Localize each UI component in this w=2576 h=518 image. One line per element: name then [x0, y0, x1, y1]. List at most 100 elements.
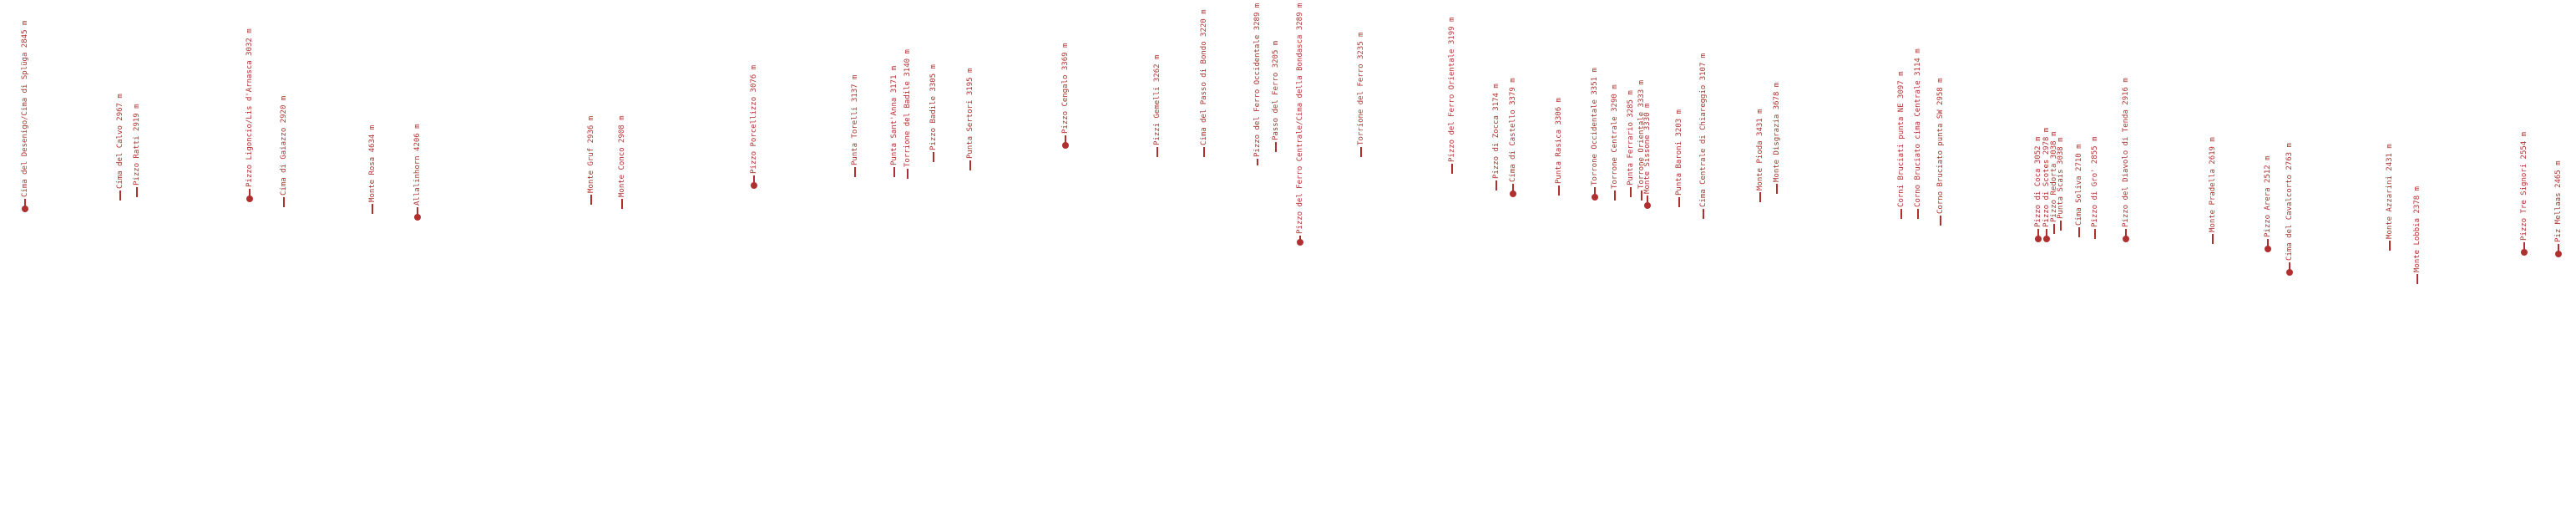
peak-label: Cima Centrale di Chiareggio 3107 m [1699, 53, 1708, 207]
peak-dot [2555, 251, 2562, 257]
peak-leader-line [969, 160, 971, 170]
peak-dot [1297, 239, 1303, 246]
peak-dot [1510, 190, 1516, 197]
peak-leader-line [2558, 244, 2559, 254]
peak-leader-line [893, 167, 895, 177]
peak-label: Cima del Calvo 2967 m [116, 94, 124, 189]
peak-label: Pizzi Gemelli 3262 m [1153, 54, 1161, 145]
peak-leader-line [1512, 184, 1514, 194]
peak-label: Punta Ferrario 3285 m [1627, 90, 1635, 185]
peak-dot [246, 196, 253, 202]
peak-leader-line [753, 175, 755, 185]
peak-leader-line [1614, 190, 1616, 201]
peak-leader-line [1940, 216, 1941, 226]
peak-leader-line [1641, 190, 1642, 201]
peak-leader-line [2078, 227, 2080, 237]
peak-label: Punta Sant'Anna 3171 m [890, 65, 898, 165]
peak-label: Monte Sissone 3330 m [1643, 103, 1652, 194]
peak-dot [2123, 236, 2129, 242]
peak-leader-line [2053, 224, 2055, 234]
peak-label: Corno Bruciato punta SW 2958 m [1936, 78, 1945, 214]
peak-dot [2035, 236, 2042, 242]
peak-label: Monte Gruf 2936 m [587, 115, 595, 193]
peak-label: Cima del Passo di Bondo 3220 m [1200, 9, 1208, 145]
peak-label: Monte Pradella 2619 m [2209, 137, 2217, 232]
peak-label: Cima del Cavalcorto 2763 m [2285, 143, 2294, 261]
peak-label: Punta Rasica 3306 m [1555, 98, 1563, 184]
peak-leader-line [2523, 242, 2525, 252]
peak-leader-line [24, 199, 26, 209]
peak-label: Cima di Gaiazzo 2920 m [280, 95, 288, 196]
peak-label: Torrione del Badile 3140 m [903, 49, 912, 167]
peak-dot [751, 182, 757, 189]
peak-leader-line [2046, 229, 2047, 239]
peak-leader-line [621, 199, 623, 209]
peak-leader-line [2212, 234, 2214, 244]
peak-label: Monte Lobbia 2378 m [2413, 186, 2422, 272]
peak-label: Punta Sertori 3195 m [966, 68, 974, 159]
peak-label: Punta Scais 3038 m [2057, 137, 2065, 219]
peak-label: Pizzo di Zocca 3174 m [1492, 84, 1501, 179]
peak-label: Pizzo del Diavolo di Tenda 2916 m [2122, 78, 2130, 227]
peak-leader-line [1703, 209, 1704, 219]
peak-label: Monte Azzarini 2431 m [2386, 144, 2394, 239]
peak-leader-line [1275, 142, 1277, 152]
peak-leader-line [1647, 196, 1648, 206]
peak-leader-line [1156, 147, 1158, 157]
peak-leader-line [1257, 159, 1258, 166]
peak-leader-line [854, 167, 856, 177]
peak-label: Corni Bruciati punta NE 3097 m [1897, 71, 1905, 207]
peak-leader-line [2267, 239, 2269, 249]
peak-label: Cima Soliva 2710 m [2075, 144, 2083, 226]
peak-leader-line [417, 207, 418, 217]
peak-leader-line [1558, 185, 1560, 196]
peak-leader-line [2125, 229, 2127, 239]
peak-leader-line [1495, 180, 1497, 190]
peak-dot [1592, 194, 1598, 201]
peak-label: Pizzo del Ferro Occidentale 3289 m [1253, 3, 1262, 158]
peak-leader-line [933, 152, 934, 162]
peak-label: Cima di Castello 3379 m [1509, 78, 1517, 182]
peak-label: Punta Baroni 3203 m [1675, 109, 1683, 196]
peak-leader-line [1759, 192, 1761, 202]
peak-leader-line [372, 204, 373, 214]
peak-leader-line [2289, 262, 2290, 272]
peak-dot [2521, 249, 2528, 256]
peak-leader-line [1065, 135, 1066, 145]
peak-label: Pizzo di Gro' 2855 m [2091, 136, 2099, 227]
peak-leader-line [1917, 209, 1919, 219]
peak-label: Torrione del Ferro 3235 m [1357, 32, 1365, 145]
peak-leader-line [2389, 241, 2391, 251]
peak-leader-line [1678, 197, 1680, 207]
peak-label: Pizzo Porcellizzo 3076 m [750, 64, 758, 174]
peak-label: Punta Torelli 3137 m [851, 74, 859, 165]
peak-leader-line [283, 197, 285, 207]
peak-leader-line [1451, 164, 1453, 174]
peak-label: Torrone Occidentale 3351 m [1591, 68, 1599, 185]
peak-label: Pizzo di Coca 3052 m [2034, 136, 2042, 227]
peak-label: Pizzo Ratti 2919 m [133, 104, 141, 185]
peak-leader-line [1776, 184, 1778, 194]
peak-label: Corno Bruciato cima Centrale 3114 m [1914, 48, 1922, 207]
peak-leader-line [907, 169, 908, 179]
peak-leader-line [1630, 187, 1632, 197]
peak-label: Pizzo Cengalo 3369 m [1061, 43, 1070, 134]
peak-leader-line [2037, 229, 2039, 239]
peak-leader-line [2060, 221, 2062, 231]
peak-dot [1644, 202, 1651, 209]
peak-leader-line [1594, 187, 1596, 197]
peak-label: Monte Rosa 4634 m [368, 124, 377, 202]
peak-label: Cima del Desenigo/Cima di Splüga 2845 m [21, 20, 29, 197]
peak-label: Passo del Ferro 3205 m [1272, 40, 1280, 140]
peak-dot [2286, 269, 2293, 276]
peak-label: Pizzo Tre Signori 2554 m [2520, 131, 2528, 241]
peak-leader-line [249, 189, 251, 199]
peak-label: Pizzo Arera 2512 m [2264, 155, 2272, 237]
peak-label: Allalinhorn 4206 m [413, 124, 422, 206]
peak-leader-line [1900, 209, 1902, 219]
peak-leader-line [2417, 274, 2418, 284]
peak-label: Pizzo Badile 3305 m [929, 64, 938, 150]
peak-label: Piz Mellaas 2465 m [2554, 160, 2563, 242]
peak-leader-line [2094, 229, 2096, 239]
